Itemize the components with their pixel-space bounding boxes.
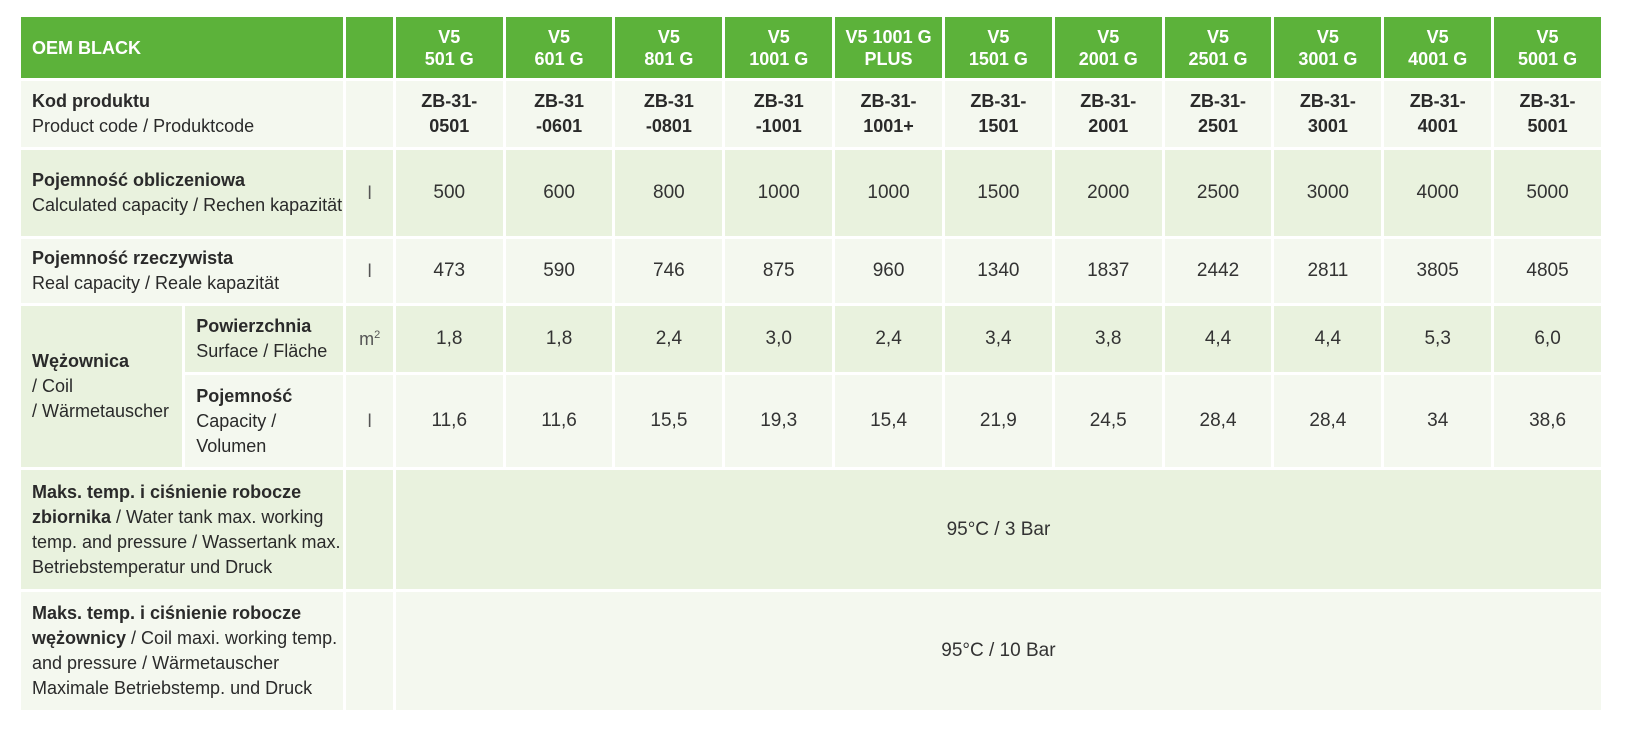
model-header: V5 1001 G	[725, 17, 833, 78]
value-cell: 21,9	[944, 375, 1052, 467]
value-cell: 1500	[944, 150, 1052, 236]
value-cell: 38,6	[1494, 375, 1601, 467]
row-label: Pojemność Capacity / Volumen	[185, 375, 344, 467]
value-cell: 28,4	[1274, 375, 1382, 467]
value-cell: 960	[835, 239, 942, 303]
row-label: Maks. temp. i ciśnienie robocze wężownic…	[21, 592, 344, 710]
value-cell: 2000	[1054, 150, 1162, 236]
unit-cell	[346, 470, 393, 589]
product-code-cell: ZB-31- 1001+	[835, 81, 942, 147]
model-header: V5 5001 G	[1494, 17, 1601, 78]
unit-cell: m2	[346, 306, 393, 372]
unit-cell: l	[346, 150, 393, 236]
value-cell: 3,4	[944, 306, 1052, 372]
unit-cell: l	[346, 239, 393, 303]
model-header: V5 2501 G	[1164, 17, 1272, 78]
header-row: OEM BLACK V5 501 G V5 601 G V5 801 G V5 1001…	[21, 17, 1601, 78]
value-cell: 1,8	[505, 306, 613, 372]
tank-max-row: Maks. temp. i ciśnienie robocze zbiornik…	[21, 470, 1601, 589]
value-cell: 6,0	[1494, 306, 1601, 372]
unit-header	[346, 17, 393, 78]
value-cell: 2,4	[615, 306, 723, 372]
row-label: Pojemność obliczeniowa Calculated capacit…	[21, 150, 344, 236]
value-cell: 2811	[1274, 239, 1382, 303]
row-label: Maks. temp. i ciśnienie robocze zbiornik…	[21, 470, 344, 589]
value-cell: 875	[725, 239, 833, 303]
value-cell: 800	[615, 150, 723, 236]
product-code-cell: ZB-31- 4001	[1384, 81, 1492, 147]
value-cell: 746	[615, 239, 723, 303]
value-cell: 15,5	[615, 375, 723, 467]
model-header: V5 601 G	[505, 17, 613, 78]
value-cell: 2500	[1164, 150, 1272, 236]
value-cell: 4,4	[1164, 306, 1272, 372]
model-header: V5 2001 G	[1054, 17, 1162, 78]
product-code-row: Kod produktu Product code / Produktcode Z…	[21, 81, 1601, 147]
value-cell: 1837	[1054, 239, 1162, 303]
product-code-cell: ZB-31- 1501	[944, 81, 1052, 147]
unit-cell: l	[346, 375, 393, 467]
coil-max-row: Maks. temp. i ciśnienie robocze wężownic…	[21, 592, 1601, 710]
value-cell: 24,5	[1054, 375, 1162, 467]
spec-table: OEM BLACK V5 501 G V5 601 G V5 801 G V5 1001…	[18, 14, 1604, 713]
value-cell: 3,0	[725, 306, 833, 372]
tank-max-value: 95°C / 3 Bar	[395, 470, 1601, 589]
model-header: V5 501 G	[395, 17, 503, 78]
coil-capacity-row: Pojemność Capacity / Volumen l 11,6 11,6 …	[21, 375, 1601, 467]
unit-cell	[346, 81, 393, 147]
real-capacity-row: Pojemność rzeczywista Real capacity / Rea…	[21, 239, 1601, 303]
calculated-capacity-row: Pojemność obliczeniowa Calculated capacit…	[21, 150, 1601, 236]
product-code-cell: ZB-31- 5001	[1494, 81, 1601, 147]
value-cell: 5000	[1494, 150, 1601, 236]
unit-cell	[346, 592, 393, 710]
model-header: V5 1001 G PLUS	[835, 17, 942, 78]
product-code-cell: ZB-31- 2501	[1164, 81, 1272, 147]
value-cell: 500	[395, 150, 503, 236]
value-cell: 1000	[835, 150, 942, 236]
value-cell: 11,6	[505, 375, 613, 467]
coil-max-value: 95°C / 10 Bar	[395, 592, 1601, 710]
row-label: Pojemność rzeczywista Real capacity / Rea…	[21, 239, 344, 303]
product-code-cell: ZB-31 -0801	[615, 81, 723, 147]
model-header: V5 3001 G	[1274, 17, 1382, 78]
coil-group-label: Wężownica / Coil / Wärmetauscher	[21, 306, 183, 467]
value-cell: 1340	[944, 239, 1052, 303]
row-label: Kod produktu Product code / Produktcode	[21, 81, 344, 147]
value-cell: 1000	[725, 150, 833, 236]
product-code-cell: ZB-31- 3001	[1274, 81, 1382, 147]
value-cell: 4805	[1494, 239, 1601, 303]
product-code-cell: ZB-31 -0601	[505, 81, 613, 147]
value-cell: 28,4	[1164, 375, 1272, 467]
value-cell: 34	[1384, 375, 1492, 467]
value-cell: 473	[395, 239, 503, 303]
value-cell: 2442	[1164, 239, 1272, 303]
value-cell: 2,4	[835, 306, 942, 372]
value-cell: 1,8	[395, 306, 503, 372]
value-cell: 3805	[1384, 239, 1492, 303]
value-cell: 4000	[1384, 150, 1492, 236]
value-cell: 3,8	[1054, 306, 1162, 372]
model-header: V5 1501 G	[944, 17, 1052, 78]
value-cell: 11,6	[395, 375, 503, 467]
coil-surface-row: Wężownica / Coil / Wärmetauscher Powierzch…	[21, 306, 1601, 467]
model-header: V5 4001 G	[1384, 17, 1492, 78]
value-cell: 15,4	[835, 375, 942, 467]
product-code-cell: ZB-31- 0501	[395, 81, 503, 147]
value-cell: 19,3	[725, 375, 833, 467]
value-cell: 3000	[1274, 150, 1382, 236]
value-cell: 5,3	[1384, 306, 1492, 372]
model-header: V5 801 G	[615, 17, 723, 78]
value-cell: 600	[505, 150, 613, 236]
value-cell: 590	[505, 239, 613, 303]
value-cell: 4,4	[1274, 306, 1382, 372]
row-label: Powierzchnia Surface / Fläche	[185, 306, 344, 372]
product-code-cell: ZB-31 -1001	[725, 81, 833, 147]
table-title: OEM BLACK	[21, 17, 344, 78]
product-code-cell: ZB-31- 2001	[1054, 81, 1162, 147]
